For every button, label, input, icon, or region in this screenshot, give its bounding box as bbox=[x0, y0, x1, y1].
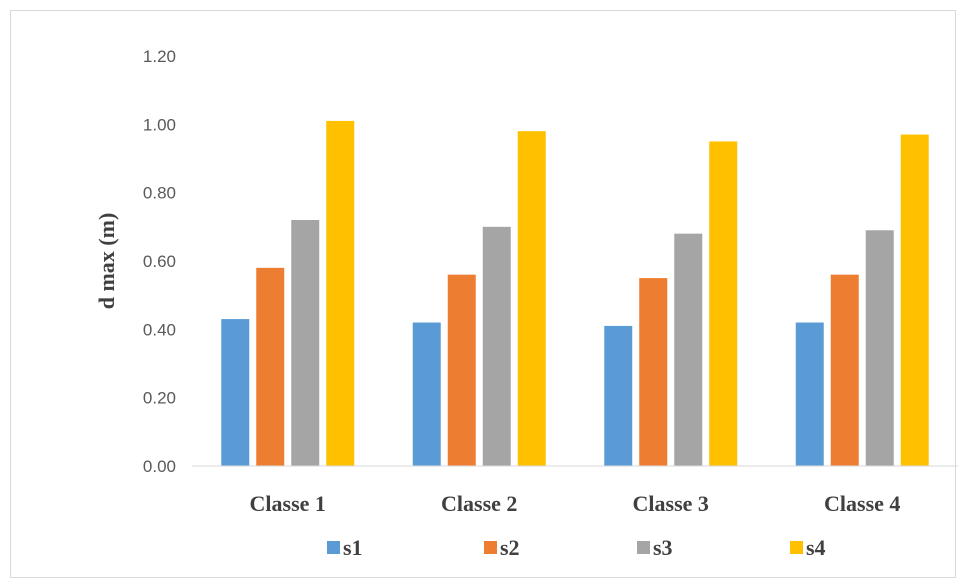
bar-s4-1 bbox=[326, 120, 355, 467]
legend: s1 s2 s3 s4 bbox=[327, 535, 826, 560]
legend-label-s2: s2 bbox=[500, 535, 520, 560]
legend-label-s3: s3 bbox=[653, 535, 673, 560]
bar-s4-2 bbox=[517, 131, 546, 466]
bar-s2-1 bbox=[256, 267, 285, 466]
y-axis-ticks: 0.00 0.20 0.40 0.60 0.80 1.00 1.20 bbox=[143, 47, 176, 476]
legend-swatch-s3 bbox=[637, 541, 650, 554]
legend-label-s1: s1 bbox=[343, 535, 363, 560]
x-category-label: Classe 2 bbox=[441, 491, 517, 516]
bar-s3-2 bbox=[482, 226, 511, 466]
bar-s3-4 bbox=[865, 230, 894, 466]
bar-s2-3 bbox=[639, 278, 668, 466]
x-category-label: Classe 4 bbox=[824, 491, 900, 516]
bar-s1-2 bbox=[412, 322, 441, 466]
bar-s4-4 bbox=[900, 134, 929, 467]
legend-swatch-s4 bbox=[790, 541, 803, 554]
bar-s1-3 bbox=[604, 325, 633, 466]
bar-s3-3 bbox=[674, 233, 703, 466]
y-axis-label: d max (m) bbox=[94, 213, 119, 310]
bar-s2-2 bbox=[447, 274, 476, 466]
y-tick-label: 0.20 bbox=[143, 389, 176, 408]
y-tick-label: 0.00 bbox=[143, 457, 176, 476]
legend-swatch-s2 bbox=[484, 541, 497, 554]
x-axis-categories: Classe 1 Classe 2 Classe 3 Classe 4 bbox=[250, 491, 901, 516]
y-axis-label-group: d max (m) bbox=[94, 213, 119, 310]
legend-swatch-s1 bbox=[327, 541, 340, 554]
y-tick-label: 1.00 bbox=[143, 115, 176, 134]
bar-s1-1 bbox=[221, 319, 250, 466]
bar-s3-1 bbox=[291, 220, 320, 466]
x-category-label: Classe 1 bbox=[250, 491, 326, 516]
bars bbox=[221, 120, 929, 467]
y-tick-label: 0.80 bbox=[143, 184, 176, 203]
bar-s2-4 bbox=[830, 274, 859, 466]
bar-s4-3 bbox=[709, 141, 738, 466]
legend-label-s4: s4 bbox=[806, 535, 826, 560]
x-category-label: Classe 3 bbox=[633, 491, 709, 516]
bar-s1-4 bbox=[795, 322, 824, 466]
y-tick-label: 1.20 bbox=[143, 47, 176, 66]
y-tick-label: 0.40 bbox=[143, 320, 176, 339]
y-tick-label: 0.60 bbox=[143, 252, 176, 271]
